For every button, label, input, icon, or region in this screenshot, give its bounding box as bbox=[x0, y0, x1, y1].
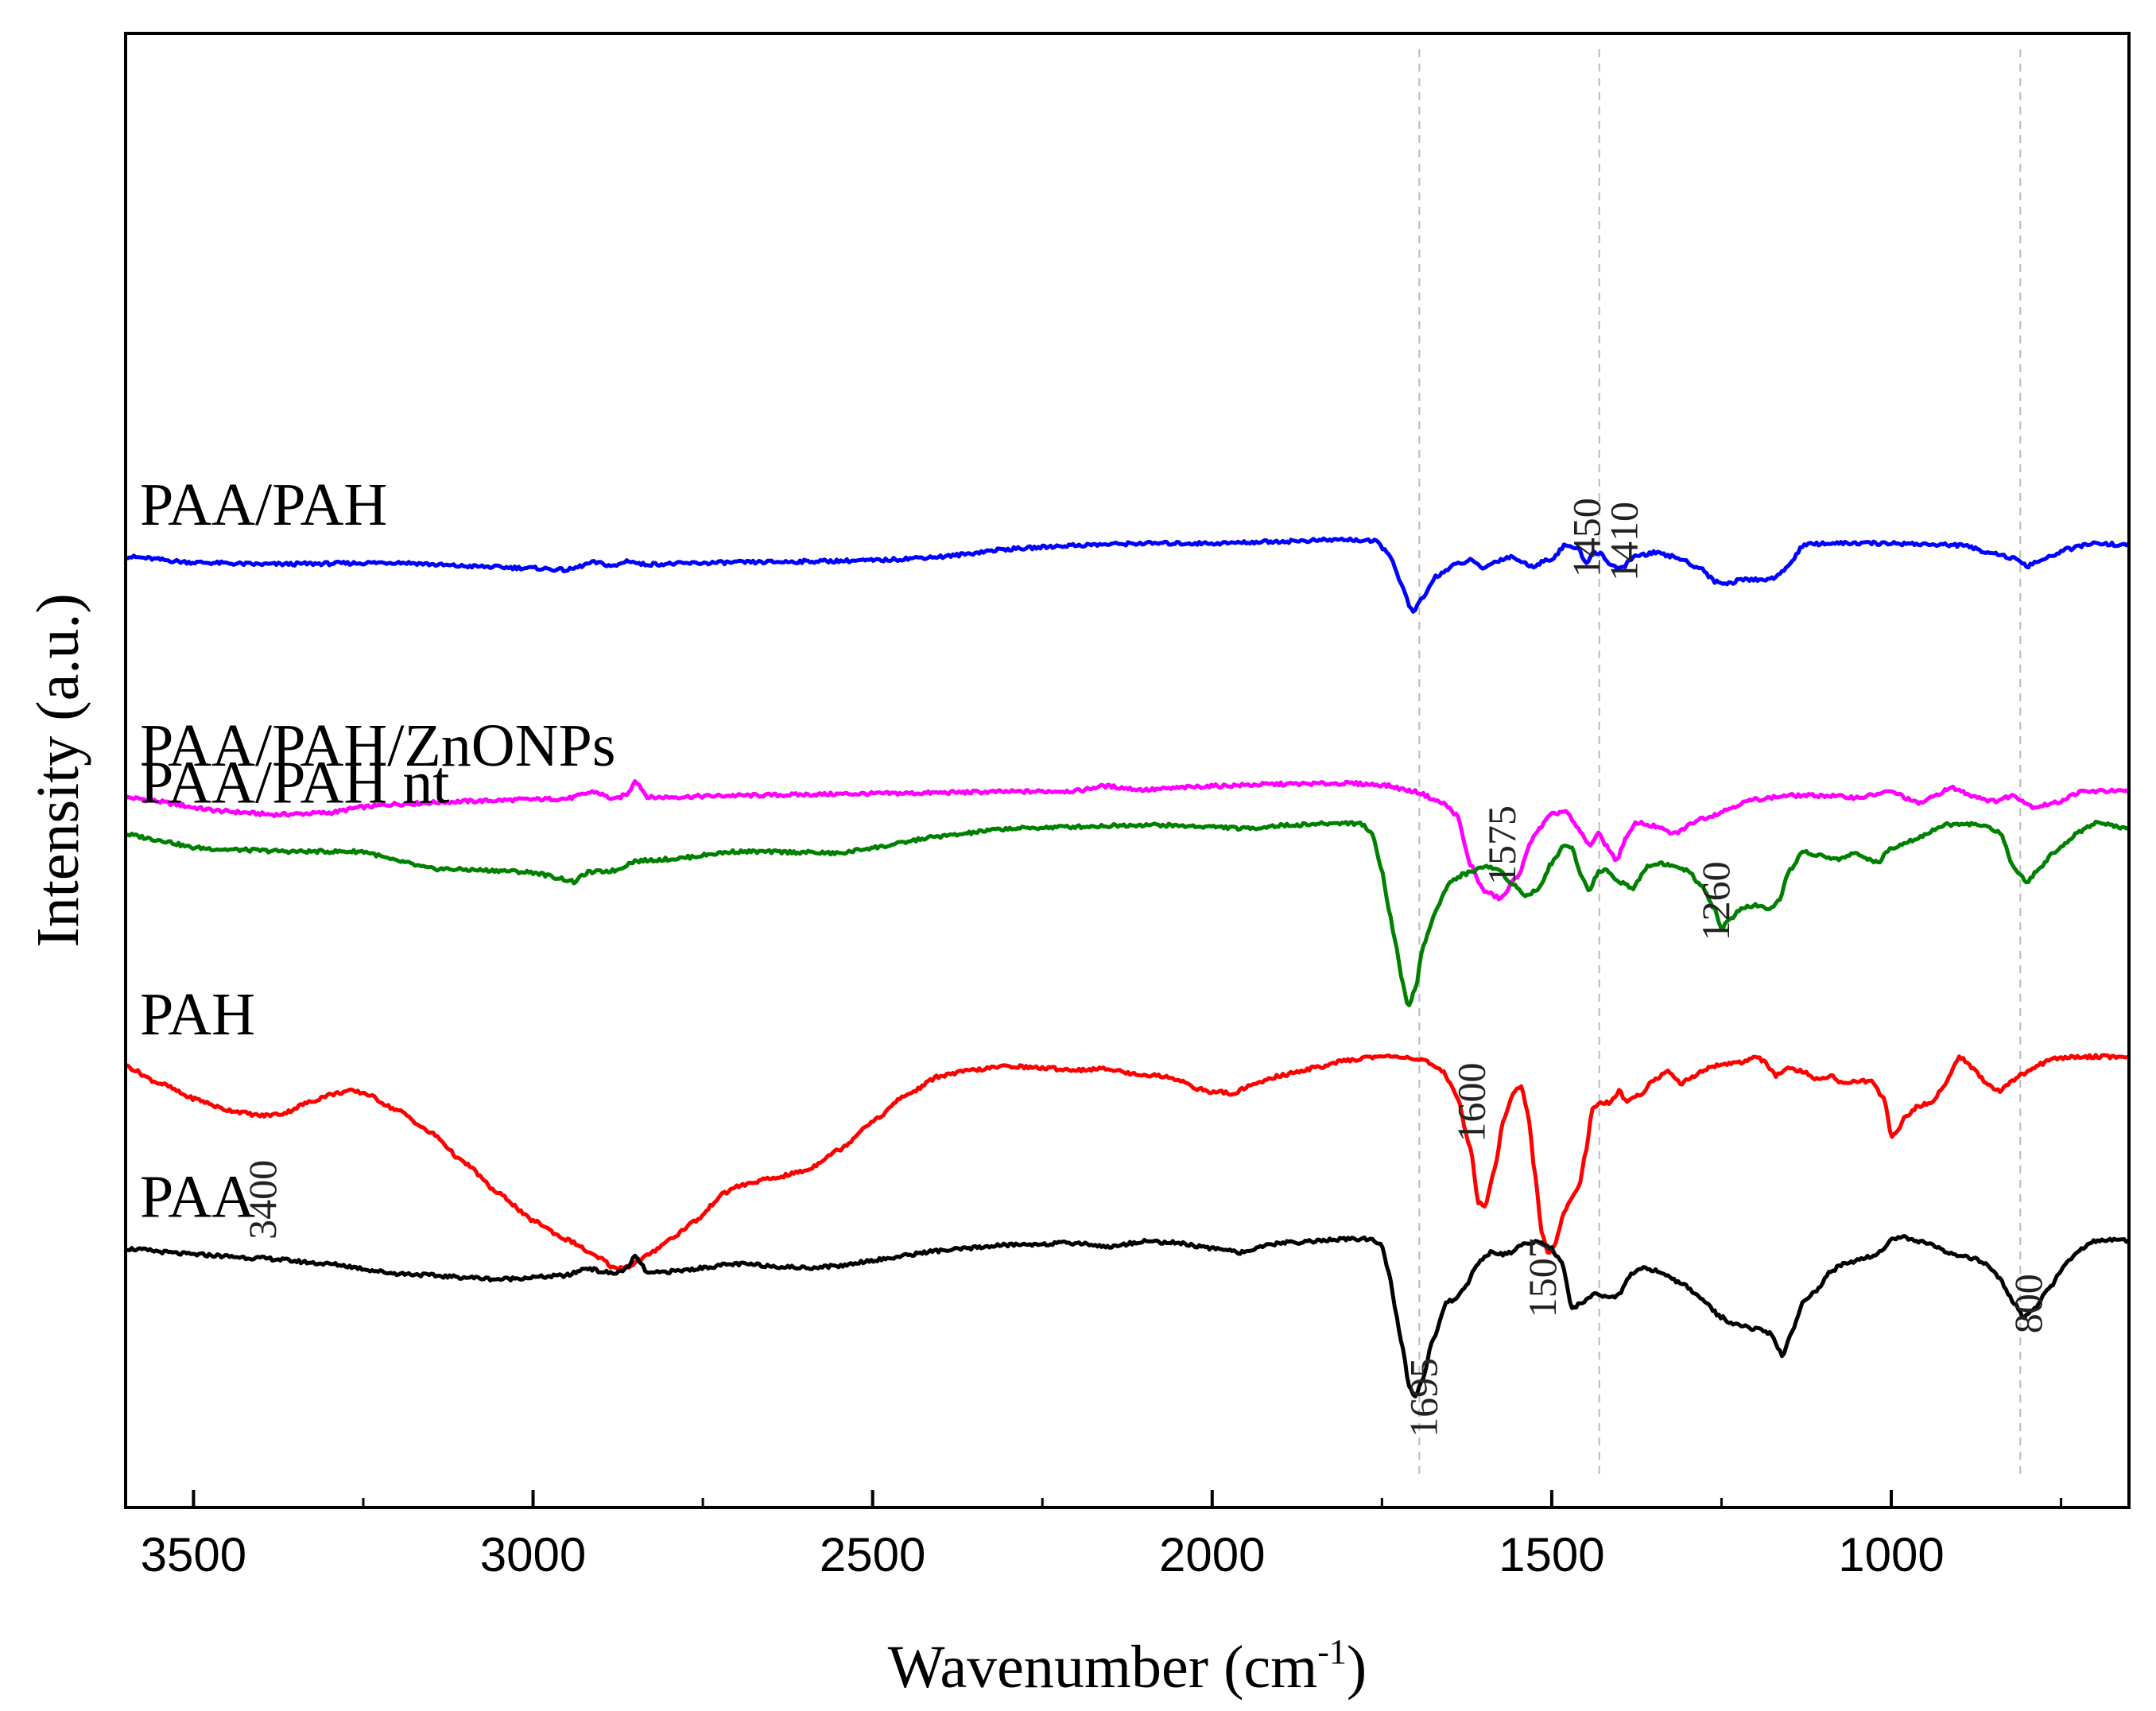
peak-label-1410: 1410 bbox=[1602, 502, 1646, 581]
peak-label-800: 800 bbox=[2006, 1274, 2050, 1333]
x-tick-label-3000: 3000 bbox=[480, 1528, 586, 1581]
plot-frame bbox=[124, 32, 2131, 1509]
series-line-paa-pah-znonps bbox=[124, 779, 2130, 902]
reference-lines bbox=[1418, 49, 2022, 1476]
series-group bbox=[124, 536, 2130, 1399]
x-tick-label-2000: 2000 bbox=[1159, 1528, 1265, 1581]
x-axis-ticks: 3500 3000 2500 2000 1500 1000 bbox=[141, 1490, 2063, 1581]
series-line-paa-pah-nt bbox=[125, 820, 2130, 1007]
series-line-paa bbox=[125, 1234, 2130, 1399]
series-line-paa-pah bbox=[125, 536, 2130, 614]
peak-label-1507: 1507 bbox=[1520, 1238, 1565, 1317]
series-label-paa: PAA bbox=[140, 1164, 255, 1231]
peak-label-1450: 1450 bbox=[1565, 498, 1609, 577]
x-tick-label-1500: 1500 bbox=[1499, 1528, 1604, 1581]
series-label-pah: PAH bbox=[140, 981, 255, 1048]
peak-label-1695: 1695 bbox=[1402, 1358, 1446, 1437]
peak-label-3400: 3400 bbox=[240, 1160, 285, 1240]
x-axis-title: Wavenumber (cm-1) bbox=[888, 1632, 1367, 1701]
x-tick-label-2500: 2500 bbox=[820, 1528, 925, 1581]
peak-label-1575: 1575 bbox=[1479, 805, 1524, 885]
x-tick-label-3500: 3500 bbox=[141, 1528, 246, 1581]
x-axis-title-close: ) bbox=[1347, 1634, 1367, 1701]
series-line-pah bbox=[124, 1053, 2129, 1272]
x-axis-title-sup: -1 bbox=[1317, 1632, 1347, 1671]
peak-label-1260: 1260 bbox=[1693, 861, 1738, 941]
x-tick-label-1000: 1000 bbox=[1838, 1528, 1944, 1581]
y-axis-title: Intensity (a.u.) bbox=[25, 593, 91, 947]
series-label-paa-pah: PAA/PAH bbox=[140, 471, 387, 538]
series-labels: PAA/PAH/ZnONPs PAA/PAH PAA/PAH nt PAH PAA bbox=[140, 471, 615, 1230]
series-label-paa-pah-nt: PAA/PAH nt bbox=[140, 749, 449, 816]
peak-label-1600: 1600 bbox=[1448, 1063, 1493, 1143]
series-label-paa-pah-znonps: PAA/PAH/ZnONPs bbox=[140, 712, 615, 779]
x-axis-title-main: Wavenumber (cm bbox=[888, 1634, 1317, 1701]
